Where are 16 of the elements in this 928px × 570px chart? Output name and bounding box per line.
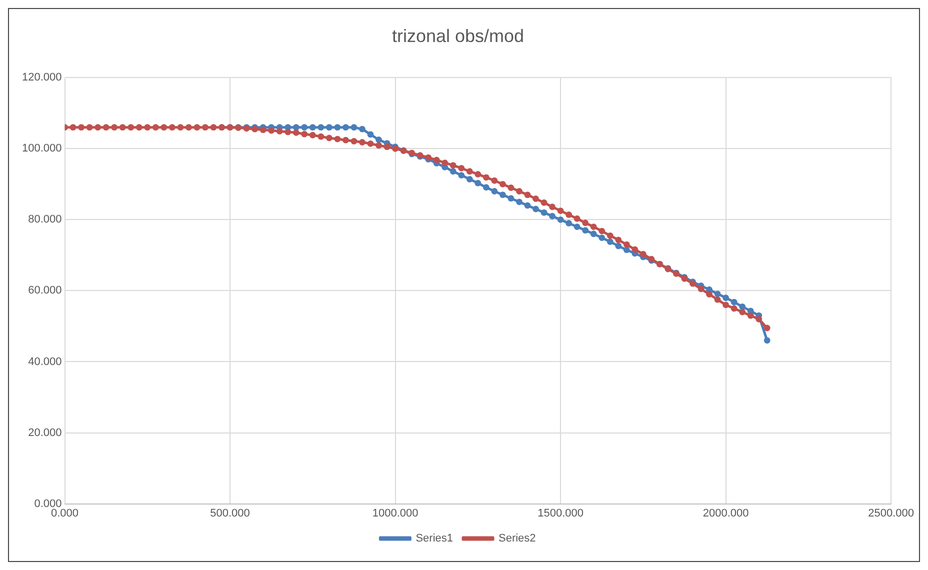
y-tick-label: 60.000 [28, 284, 62, 297]
y-tick-label: 80.000 [28, 214, 62, 226]
x-tick-label: 1500.000 [538, 507, 584, 520]
legend-label: Series1 [416, 532, 453, 545]
y-tick-label: 0.000 [34, 498, 62, 510]
x-tick-label: 1000.000 [372, 507, 418, 520]
y-tick-label: 20.000 [28, 426, 62, 439]
x-tick-label: 2000.000 [702, 507, 749, 520]
x-tick-label: 0.000 [50, 507, 79, 520]
legend-label: Series2 [498, 532, 536, 545]
y-tick-label: 40.000 [28, 356, 62, 368]
x-tick-label: 2500.000 [868, 507, 914, 520]
y-tick-label: 100.000 [22, 142, 62, 155]
chart-title: trizonal obs/mod [392, 26, 524, 46]
y-tick-label: 120.000 [22, 72, 62, 84]
x-tick-label: 500.000 [210, 507, 250, 520]
